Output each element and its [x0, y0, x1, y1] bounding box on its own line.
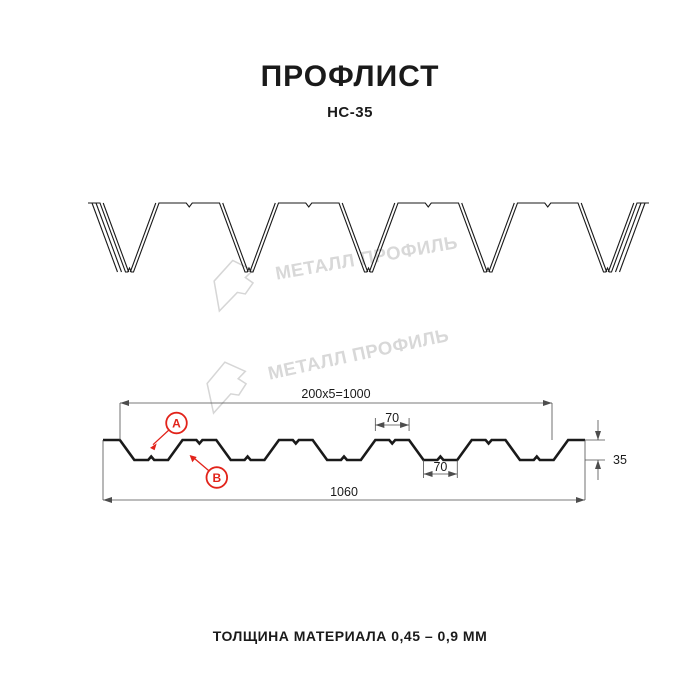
svg-text:70: 70 [385, 411, 399, 425]
svg-text:МЕТАЛЛ ПРОФИЛЬ: МЕТАЛЛ ПРОФИЛЬ [266, 324, 451, 384]
svg-text:200x5=1000: 200x5=1000 [301, 387, 370, 401]
svg-text:70: 70 [433, 460, 447, 474]
svg-text:1060: 1060 [330, 485, 358, 499]
svg-text:МЕТАЛЛ ПРОФИЛЬ: МЕТАЛЛ ПРОФИЛЬ [274, 231, 460, 283]
svg-text:A: A [172, 416, 181, 430]
svg-text:B: B [212, 471, 221, 485]
svg-text:35: 35 [613, 453, 627, 467]
